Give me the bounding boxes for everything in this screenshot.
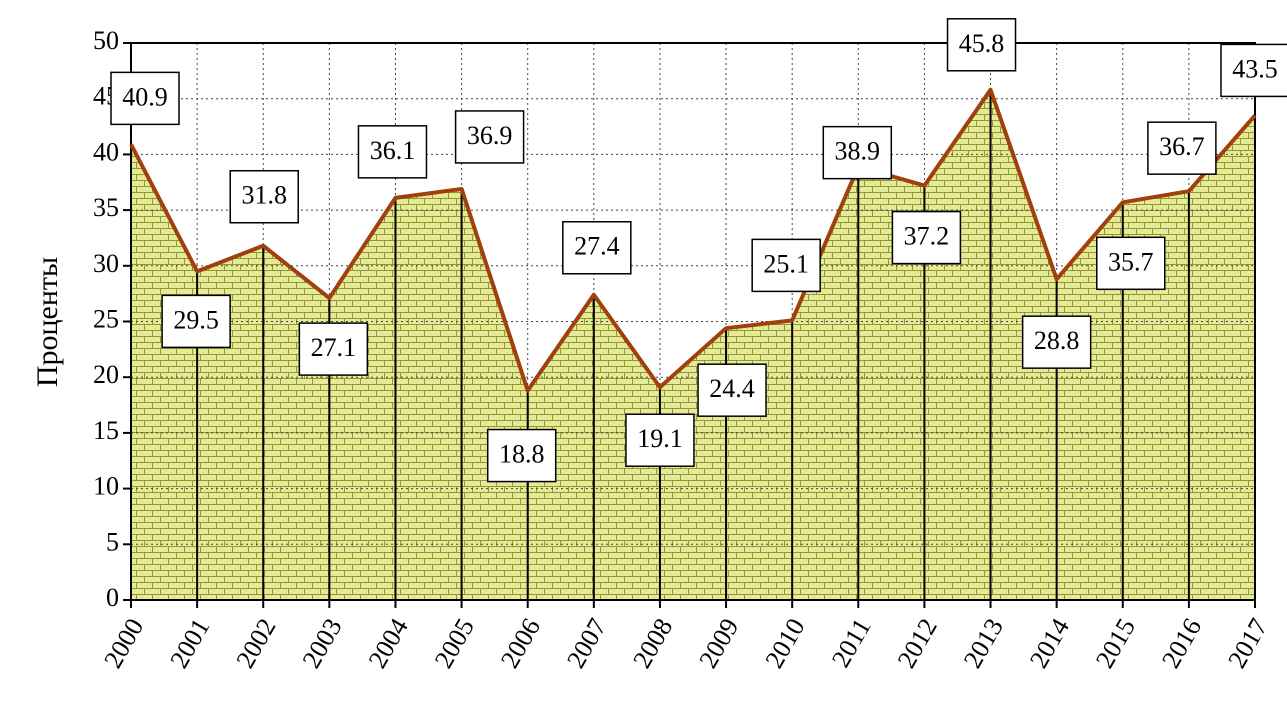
x-tick-label: 2016 xyxy=(1156,613,1207,673)
x-tick-label: 2007 xyxy=(561,613,612,673)
data-label-box xyxy=(357,125,428,179)
x-tick-label: 2015 xyxy=(1090,613,1141,673)
y-axis-label: Проценты xyxy=(31,257,64,387)
x-tick-label: 2011 xyxy=(826,613,877,672)
data-label: 40.9 xyxy=(122,82,168,111)
data-label: 19.1 xyxy=(637,424,683,453)
data-label-box xyxy=(229,169,299,224)
data-label: 35.7 xyxy=(1108,247,1154,276)
y-tick-label: 40 xyxy=(93,137,119,166)
data-label: 25.1 xyxy=(763,249,809,278)
data-label: 24.4 xyxy=(709,374,755,403)
y-tick-label: 20 xyxy=(93,360,119,389)
data-label: 45.8 xyxy=(959,29,1005,58)
y-tick-label: 0 xyxy=(106,583,119,612)
x-tick-label: 2004 xyxy=(363,613,414,673)
data-label-box xyxy=(454,110,525,164)
x-tick-label: 2000 xyxy=(98,613,149,673)
data-label: 36.7 xyxy=(1159,132,1205,161)
data-label-box xyxy=(1021,315,1092,369)
x-tick-label: 2001 xyxy=(164,613,215,673)
x-tick-label: 2008 xyxy=(627,613,678,673)
y-tick-label: 35 xyxy=(93,193,119,222)
data-label: 27.1 xyxy=(311,333,357,362)
x-tick-label: 2013 xyxy=(958,613,1009,673)
data-label-box xyxy=(1220,43,1287,98)
data-label-box xyxy=(625,413,695,467)
y-tick-label: 25 xyxy=(93,304,119,333)
x-tick-label: 2012 xyxy=(892,613,943,673)
data-label: 27.4 xyxy=(574,232,620,261)
x-tick-label: 2006 xyxy=(495,613,546,673)
data-label-box xyxy=(1147,121,1217,175)
data-label: 29.5 xyxy=(173,305,219,334)
y-tick-label: 50 xyxy=(93,26,119,55)
data-label: 43.5 xyxy=(1232,54,1278,83)
data-label-box xyxy=(697,363,767,417)
x-tick-label: 2003 xyxy=(297,613,348,673)
x-tick-label: 2014 xyxy=(1024,613,1075,673)
plot-frame xyxy=(130,42,1256,601)
data-label-box xyxy=(946,18,1017,72)
y-tick-label: 5 xyxy=(106,527,119,556)
data-label: 38.9 xyxy=(835,137,881,166)
data-label-box xyxy=(110,71,180,126)
y-tick-label: 30 xyxy=(93,249,119,278)
y-tick-label: 15 xyxy=(93,416,119,445)
x-tick-label: 2005 xyxy=(429,613,480,673)
x-tick-label: 2010 xyxy=(759,613,810,673)
x-tick-label: 2017 xyxy=(1222,613,1273,673)
data-label-box xyxy=(562,221,632,275)
data-label: 37.2 xyxy=(904,222,950,251)
data-label: 36.9 xyxy=(467,121,513,150)
data-label: 31.8 xyxy=(241,181,287,210)
data-label-box xyxy=(298,322,369,376)
y-tick-label: 10 xyxy=(93,472,119,501)
data-label: 18.8 xyxy=(499,440,545,469)
data-label-box xyxy=(751,238,821,293)
data-label-box xyxy=(486,428,557,483)
x-tick-label: 2009 xyxy=(693,613,744,673)
data-label-box xyxy=(822,125,893,180)
data-label-box xyxy=(891,210,962,265)
data-label: 36.1 xyxy=(370,136,416,165)
line xyxy=(129,87,1257,393)
data-label-box xyxy=(161,294,231,349)
data-label: 28.8 xyxy=(1034,326,1080,355)
data-label-box xyxy=(1096,236,1166,291)
x-tick-label: 2002 xyxy=(230,613,281,673)
area xyxy=(131,89,1255,601)
